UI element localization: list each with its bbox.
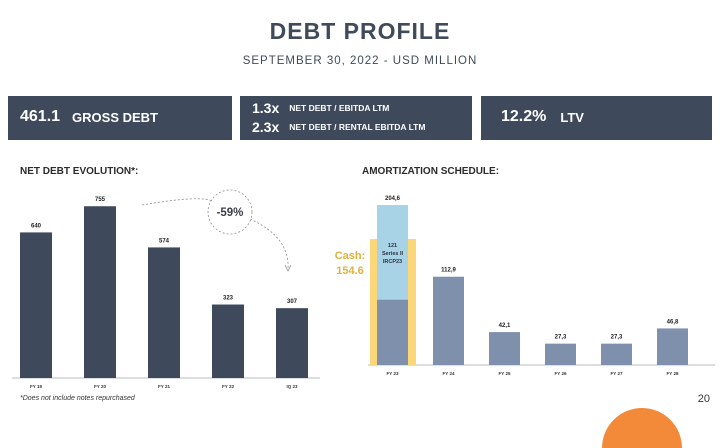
segment-label: 121 xyxy=(388,243,397,249)
data-label: 323 xyxy=(223,296,234,302)
annotation-circle xyxy=(207,189,253,235)
x-tick-label: FY 22 xyxy=(222,384,234,389)
arrow-head-icon xyxy=(284,264,292,272)
trend-arc-right xyxy=(249,218,289,270)
ltv-label: LTV xyxy=(560,109,584,125)
bar-fy-19 xyxy=(20,232,52,378)
annotation-label: -59% xyxy=(217,207,244,219)
data-label: 755 xyxy=(95,197,106,203)
data-label: 42,1 xyxy=(499,323,511,329)
data-label: 640 xyxy=(31,223,42,229)
x-tick-label: FY 25 xyxy=(499,371,511,376)
bar-fy-25 xyxy=(489,332,520,365)
ltv-value: 12.2% xyxy=(501,108,547,125)
data-label: 307 xyxy=(287,299,298,305)
x-tick-label: FY 26 xyxy=(555,371,567,376)
bar-fy-26 xyxy=(545,343,576,365)
footnote: *Does not include notes repurchased xyxy=(20,395,135,402)
bar-fy-28 xyxy=(657,328,688,365)
trend-arc-left xyxy=(141,198,213,206)
data-label: 112,9 xyxy=(441,268,456,274)
x-tick-label: IQ 23 xyxy=(286,384,298,389)
bar-fy-23-remaining xyxy=(377,299,408,365)
net-debt-rental-value: 2.3x xyxy=(252,119,280,135)
cash-value: 154.6 xyxy=(336,265,364,277)
data-label: 46,8 xyxy=(667,319,679,325)
page-subtitle: SEPTEMBER 30, 2022 - USD MILLION xyxy=(242,55,478,67)
amortization-schedule-chart: Cash: 154.6 121 Series II IRCP23 204,6 FY 23 11… xyxy=(335,196,715,376)
x-tick-label: FY 28 xyxy=(667,371,679,376)
decorative-orange-shape xyxy=(602,408,682,448)
net-debt-ebitda-value: 1.3x xyxy=(252,100,280,116)
page-number: 20 xyxy=(697,393,710,405)
bar-fy-22 xyxy=(212,304,244,378)
data-label: 27,3 xyxy=(611,335,623,341)
bar-iq-23 xyxy=(276,308,308,378)
x-tick-label: FY 20 xyxy=(94,384,106,389)
gross-debt-value: 461.1 xyxy=(20,108,61,125)
data-label: 27,3 xyxy=(555,335,567,341)
bar-fy-20 xyxy=(84,206,116,378)
gross-debt-label: GROSS DEBT xyxy=(72,109,159,125)
bar-fy-21 xyxy=(148,247,180,378)
bar-fy-24 xyxy=(433,276,464,365)
bar-fy-27 xyxy=(601,343,632,365)
bar-fy-23-series-ii xyxy=(377,205,408,300)
data-label: 204,6 xyxy=(385,196,401,202)
net-debt-ratios-card: 1.3x NET DEBT / EBITDA LTM 2.3x NET DEBT… xyxy=(240,96,472,140)
gross-debt-card: 461.1 GROSS DEBT xyxy=(8,96,232,140)
x-tick-label: FY 19 xyxy=(30,384,42,389)
net-debt-ebitda-label: NET DEBT / EBITDA LTM xyxy=(289,103,390,113)
segment-label: Series II xyxy=(382,251,404,257)
x-tick-label: FY 23 xyxy=(387,371,399,376)
x-tick-label: FY 24 xyxy=(443,371,455,376)
page-title: DEBT PROFILE xyxy=(269,18,451,44)
segment-label: IRCP23 xyxy=(383,259,402,265)
net-debt-chart-title: NET DEBT EVOLUTION*: xyxy=(20,166,139,177)
cash-label: Cash: xyxy=(335,250,366,262)
ltv-card: 12.2% LTV xyxy=(481,96,712,140)
x-tick-label: FY 21 xyxy=(158,384,170,389)
data-label: 574 xyxy=(159,238,170,244)
net-debt-evolution-chart: 640 FY 19 755 FY 20 574 FY 21 323 FY 22 307 IQ 23… xyxy=(12,189,320,389)
amortization-chart-title: AMORTIZATION SCHEDULE: xyxy=(362,166,500,177)
x-tick-label: FY 27 xyxy=(611,371,623,376)
net-debt-rental-label: NET DEBT / RENTAL EBITDA LTM xyxy=(289,122,426,132)
